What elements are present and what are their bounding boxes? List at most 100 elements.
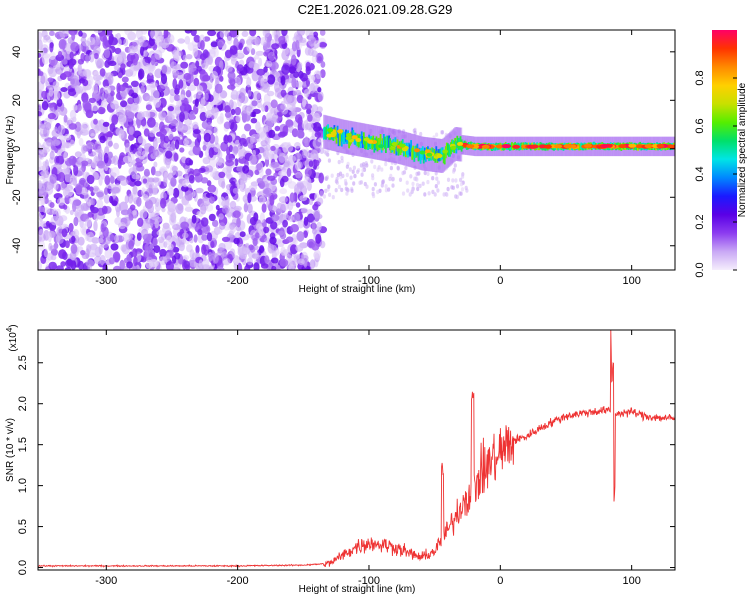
- heatmap-noise-cell: [202, 157, 211, 165]
- heatmap-noise-cell: [104, 131, 114, 138]
- snr-series-line: [38, 330, 675, 568]
- heatmap-trace-core: [389, 138, 391, 151]
- heatmap-noise-cell: [213, 126, 219, 135]
- heatmap-noise-cell: [181, 195, 190, 206]
- heatmap-noise-cell: [141, 79, 147, 86]
- heatmap-noise-cell: [317, 197, 324, 205]
- heatmap-y-axis-label: Frequency (Hz): [5, 116, 16, 185]
- heatmap-noise-cell: [139, 36, 144, 42]
- heatmap-trace-core: [412, 145, 415, 158]
- heatmap-trace-core: [345, 129, 347, 142]
- heatmap-noise-cell: [137, 217, 144, 227]
- heatmap-noise-cell: [324, 188, 328, 194]
- heatmap-noise-cell: [261, 203, 267, 213]
- heatmap-noise-cell: [315, 70, 322, 80]
- heatmap-noise-cell: [204, 165, 214, 173]
- heatmap-noise-cell: [123, 38, 129, 47]
- heatmap-noise-cell: [371, 176, 375, 181]
- heatmap-noise-cell: [207, 184, 217, 193]
- heatmap-noise-cell: [190, 30, 197, 37]
- heatmap-noise-cell: [238, 150, 244, 159]
- heatmap-noise-cell: [365, 163, 369, 168]
- heatmap-noise-cell: [107, 140, 113, 147]
- heatmap-noise-cell: [389, 165, 393, 171]
- heatmap-noise-cell: [97, 160, 106, 169]
- heatmap-noise-cell: [101, 170, 105, 180]
- heatmap-trace-peak: [466, 144, 475, 149]
- heatmap-noise-cell: [316, 106, 323, 113]
- heatmap-noise-cell: [278, 196, 288, 204]
- heatmap-noise-cell: [298, 37, 307, 43]
- heatmap-noise-cell: [168, 201, 174, 211]
- heatmap-noise-cell: [171, 69, 180, 76]
- heatmap-trace-core: [435, 146, 438, 159]
- heatmap-noise-cell: [176, 100, 183, 107]
- heatmap-noise-cell: [440, 130, 445, 135]
- heatmap-noise-cell: [316, 221, 322, 231]
- heatmap-noise-cell: [262, 75, 269, 82]
- heatmap-noise-cell: [90, 102, 100, 112]
- heatmap-trace-peak: [330, 131, 337, 136]
- y-tick-label: 40: [11, 46, 23, 58]
- heatmap-noise-cell: [423, 170, 427, 176]
- heatmap-noise-cell: [195, 187, 204, 194]
- heatmap-noise-cell: [283, 94, 292, 105]
- heatmap-noise-cell: [416, 186, 420, 192]
- heatmap-noise-cell: [111, 103, 119, 110]
- heatmap-noise-cell: [82, 79, 89, 87]
- heatmap-noise-cell: [286, 236, 294, 243]
- heatmap-noise-cell: [373, 182, 377, 187]
- heatmap-noise-cell: [115, 127, 124, 136]
- heatmap-noise-cell: [206, 122, 212, 129]
- heatmap-noise-cell: [162, 225, 171, 234]
- heatmap-noise-cell: [40, 195, 46, 206]
- heatmap-noise-cell: [120, 63, 126, 70]
- colorbar-tick-label: 0.2: [694, 214, 706, 229]
- heatmap-noise-cell: [261, 104, 266, 112]
- heatmap-noise-cell: [311, 220, 316, 231]
- heatmap-noise-cell: [268, 129, 276, 139]
- heatmap-noise-cell: [269, 194, 275, 206]
- heatmap-noise-cell: [160, 42, 169, 49]
- heatmap-noise-cell: [445, 192, 449, 197]
- heatmap-trace-core: [414, 145, 417, 158]
- heatmap-noise-cell: [308, 83, 316, 94]
- heatmap-trace-core: [337, 134, 340, 147]
- heatmap-trace-core: [340, 134, 343, 147]
- heatmap-noise-cell: [371, 186, 375, 192]
- heatmap-noise-cell: [227, 171, 232, 180]
- heatmap-noise-cell: [116, 206, 120, 218]
- heatmap-noise-cell: [184, 30, 192, 34]
- heatmap-noise-cell: [103, 194, 110, 204]
- heatmap-noise-cell: [320, 61, 326, 68]
- heatmap-noise-cell: [450, 185, 454, 190]
- heatmap-noise-cell: [240, 95, 249, 104]
- heatmap-noise-cell: [180, 221, 190, 230]
- heatmap-noise-cell: [97, 124, 106, 133]
- heatmap-noise-cell: [174, 139, 180, 150]
- heatmap-noise-cell: [224, 135, 230, 142]
- heatmap-noise-cell: [282, 47, 289, 56]
- heatmap-noise-cell: [143, 128, 150, 137]
- y-tick-label: 20: [11, 94, 23, 106]
- heatmap-noise-cell: [75, 184, 83, 194]
- heatmap-noise-cell: [145, 104, 153, 111]
- heatmap-noise-cell: [136, 232, 142, 241]
- heatmap-noise-cell: [55, 265, 64, 270]
- heatmap-trace-core: [338, 133, 341, 146]
- heatmap-noise-cell: [170, 119, 178, 126]
- heatmap-noise-cell: [150, 259, 159, 267]
- y-tick-label: 0.0: [17, 560, 29, 575]
- heatmap-noise-cell: [117, 72, 123, 79]
- heatmap-noise-cell: [246, 43, 253, 52]
- heatmap-trace-core: [364, 137, 366, 150]
- heatmap-noise-cell: [82, 223, 87, 234]
- colorbar-tick-label: 0.4: [694, 166, 706, 181]
- heatmap-noise-cell: [256, 100, 262, 109]
- heatmap-noise-cell: [41, 90, 48, 99]
- heatmap-noise-cell: [431, 176, 435, 181]
- heatmap-noise-cell: [53, 126, 58, 132]
- heatmap-noise-cell: [78, 30, 83, 37]
- heatmap-noise-cell: [380, 167, 384, 172]
